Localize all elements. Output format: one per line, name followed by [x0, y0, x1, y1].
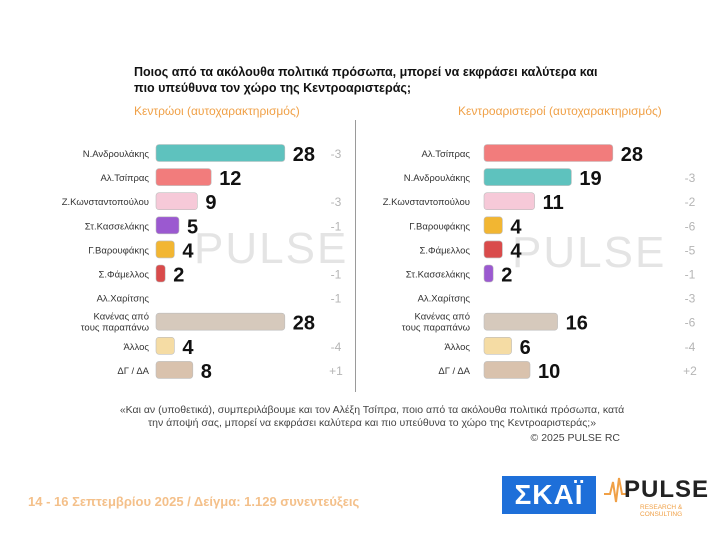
- bar: [155, 192, 198, 210]
- bar: [483, 168, 572, 186]
- change-label: -1: [331, 292, 342, 306]
- watermark-left: PULSE: [194, 224, 349, 273]
- bar: [483, 336, 512, 355]
- bar: [483, 312, 558, 331]
- change-label: +1: [329, 364, 343, 378]
- bar-charts: Ν.Ανδρουλάκης 28 -3Αλ.Τσίπρας 12Ζ.Κωνσταντο…: [62, 144, 697, 383]
- value-label: 4: [182, 337, 194, 359]
- category-label: Κανένας από τους παραπάνω: [81, 312, 150, 334]
- value-label: 10: [538, 361, 560, 383]
- category-label: Άλλος: [444, 342, 470, 353]
- category-label: Κανένας από τους παραπάνω: [402, 312, 471, 334]
- pulse-wordmark: PULSE: [624, 476, 710, 503]
- category-label: Άλλος: [123, 342, 149, 353]
- category-label: Ζ.Κωνσταντοπούλου: [62, 197, 149, 208]
- survey-footer: 14 - 16 Σεπτεμβρίου 2025 / Δείγμα: 1.129…: [28, 494, 360, 509]
- bar: [483, 264, 494, 283]
- change-label: -4: [685, 340, 696, 354]
- category-label: Σ.Φάμελλος: [419, 245, 470, 256]
- bar: [155, 312, 286, 331]
- category-label: Αλ.Τσίπρας: [101, 173, 150, 184]
- value-label: 4: [510, 240, 522, 262]
- change-label: -1: [685, 268, 696, 282]
- chart-title: Ποιος από τα ακόλουθα πολιτικά πρόσωπα, …: [134, 65, 598, 95]
- category-label: Στ.Κασσελάκης: [406, 270, 471, 281]
- question-note: «Και αν (υποθετικά), συμπεριλάβουμε και …: [119, 404, 625, 429]
- value-label: 28: [293, 144, 315, 166]
- right-panel-title: Κεντροαριστεροί (αυτοχαρακτηρισμός): [458, 104, 662, 118]
- bar: [483, 144, 614, 162]
- bar: [483, 192, 535, 210]
- category-label: Ζ.Κωνσταντοπούλου: [383, 197, 470, 208]
- change-label: -1: [331, 268, 342, 282]
- value-label: 28: [621, 144, 643, 166]
- value-label: 2: [173, 265, 184, 287]
- value-label: 5: [187, 216, 198, 238]
- change-label: -1: [331, 219, 342, 233]
- category-label: ΔΓ / ΔΑ: [438, 366, 470, 377]
- value-label: 8: [201, 361, 212, 383]
- bar: [155, 144, 286, 162]
- bar: [155, 240, 175, 259]
- change-label: -5: [685, 243, 696, 257]
- value-label: 12: [219, 168, 241, 190]
- bar: [155, 216, 180, 235]
- bar: [155, 264, 166, 283]
- value-label: 9: [205, 192, 216, 214]
- value-label: 11: [543, 192, 564, 214]
- change-label: -3: [685, 171, 696, 185]
- copyright: © 2025 PULSE RC: [530, 432, 620, 444]
- bar: [483, 361, 531, 379]
- category-label: Αλ.Χαρίτσης: [418, 294, 471, 305]
- skai-logo: ΣΚΑΪ: [502, 476, 596, 514]
- change-label: +2: [683, 364, 697, 378]
- category-label: Αλ.Χαρίτσης: [97, 294, 150, 305]
- pulse-logo: PULSE RESEARCH & CONSULTING: [604, 472, 714, 518]
- pulse-tagline: RESEARCH & CONSULTING: [640, 504, 683, 518]
- category-label: Στ.Κασσελάκης: [85, 221, 150, 232]
- value-label: 4: [510, 216, 522, 238]
- category-label: Σ.Φάμελλος: [98, 270, 149, 281]
- change-label: -2: [685, 195, 696, 209]
- watermark-right: PULSE: [512, 228, 667, 277]
- category-label: Ν.Ανδρουλάκης: [404, 173, 471, 184]
- change-label: -3: [331, 195, 342, 209]
- left-panel-title: Κεντρώοι (αυτοχαρακτηρισμός): [134, 104, 300, 118]
- value-label: 19: [579, 168, 601, 190]
- change-label: -6: [685, 219, 696, 233]
- value-label: 6: [520, 337, 531, 359]
- change-label: -6: [685, 316, 696, 330]
- value-label: 4: [182, 240, 194, 262]
- category-label: ΔΓ / ΔΑ: [117, 366, 149, 377]
- change-label: -3: [685, 292, 696, 306]
- bar: [155, 168, 212, 186]
- change-label: -3: [331, 147, 342, 161]
- bar: [483, 216, 503, 235]
- bar: [155, 336, 175, 355]
- bar: [155, 361, 194, 379]
- value-label: 2: [501, 265, 512, 287]
- category-label: Αλ.Τσίπρας: [422, 149, 471, 160]
- value-label: 28: [293, 313, 315, 335]
- category-label: Γ.Βαρουφάκης: [88, 245, 149, 256]
- change-label: -4: [331, 340, 342, 354]
- panel-divider: [355, 120, 356, 392]
- category-label: Ν.Ανδρουλάκης: [83, 149, 150, 160]
- pulse-wave-icon: [604, 477, 628, 503]
- category-label: Γ.Βαρουφάκης: [409, 221, 470, 232]
- value-label: 16: [566, 313, 588, 335]
- bar: [483, 240, 503, 259]
